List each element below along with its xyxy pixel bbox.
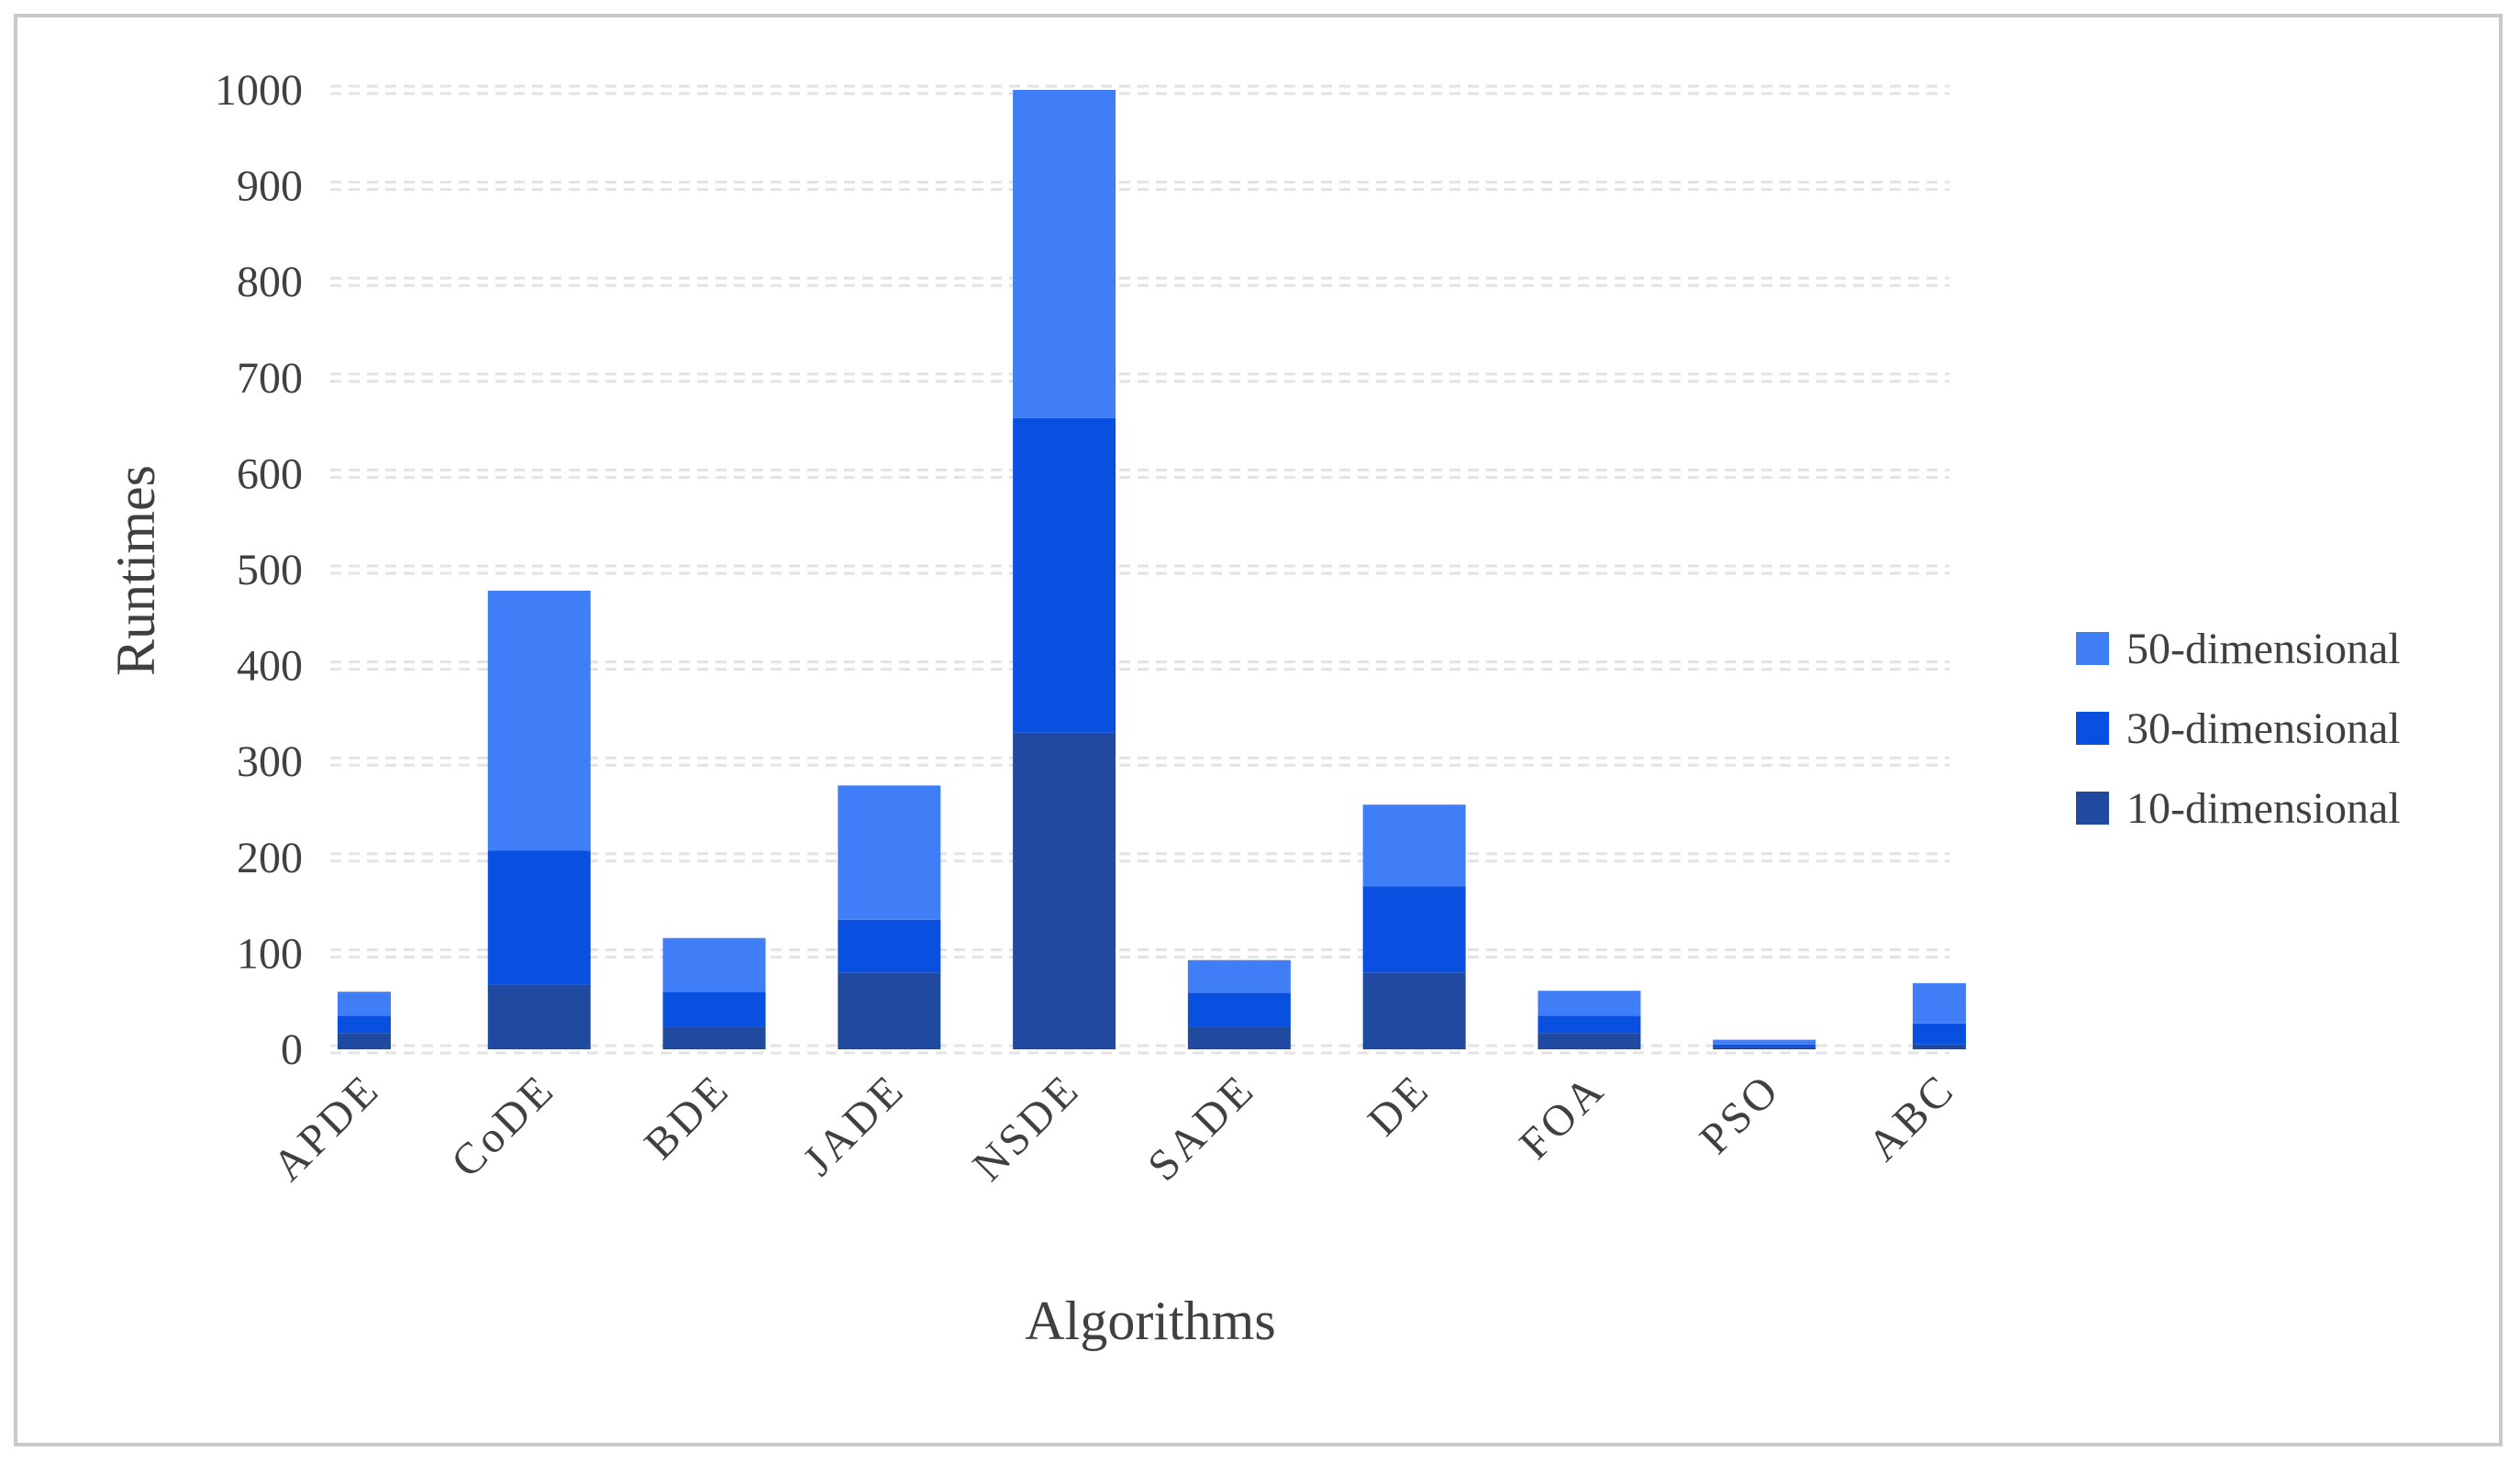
y-tick-label: 700 xyxy=(237,354,303,403)
bar-segment xyxy=(1913,1044,1966,1049)
bar-segment xyxy=(338,992,391,1016)
y-tick-label: 0 xyxy=(281,1025,303,1074)
bars xyxy=(338,90,1966,1049)
bar-segment xyxy=(1187,1026,1291,1049)
bar-segment xyxy=(487,591,591,851)
bar-segment xyxy=(1013,732,1116,1049)
bar-segment xyxy=(487,984,591,1049)
x-tick-label: FOA xyxy=(1510,1064,1615,1169)
bar-segment xyxy=(662,1026,766,1049)
legend-swatch xyxy=(2076,712,2109,745)
y-tick-label: 100 xyxy=(237,929,303,978)
bar-segment xyxy=(338,1015,391,1034)
bar-segment xyxy=(1713,1044,1816,1047)
legend-swatch xyxy=(2076,632,2109,665)
x-tick-label: JADE xyxy=(794,1064,915,1185)
bar-segment xyxy=(1187,959,1291,993)
legend-swatch xyxy=(2076,792,2109,825)
x-tick-label: BDE xyxy=(635,1064,739,1169)
bar-segment xyxy=(1713,1047,1816,1049)
bar-segment xyxy=(1538,1033,1641,1049)
y-tick-label: 900 xyxy=(237,162,303,211)
bar-segment xyxy=(838,972,941,1049)
bar-segment xyxy=(1913,1023,1966,1045)
bar-segment xyxy=(1362,972,1466,1049)
bar-segment xyxy=(1013,90,1116,418)
y-axis-title: Runtimes xyxy=(105,465,166,676)
y-tick-label: 1000 xyxy=(215,66,303,115)
bar-segment xyxy=(1013,417,1116,733)
bar-segment xyxy=(1538,1015,1641,1034)
y-tick-label: 200 xyxy=(237,834,303,882)
bar-segment xyxy=(1362,804,1466,887)
y-tick-label: 300 xyxy=(237,737,303,786)
x-axis-title: Algorithms xyxy=(1025,1291,1275,1351)
x-tick-label: ABC xyxy=(1859,1064,1965,1170)
x-tick-labels: APDE CoDE BDE JADE NSDE SADE DE FOA PSO ABC xyxy=(263,1064,1964,1190)
legend: 50-dimensional 30-dimensional 10-dimension… xyxy=(2076,625,2401,833)
bar-segment xyxy=(1538,991,1641,1016)
y-tick-labels: 0 100 200 300 400 500 600 700 800 900 1000 xyxy=(215,66,303,1074)
y-tick-label: 400 xyxy=(237,642,303,691)
bar-segment xyxy=(662,937,766,992)
x-tick-label: APDE xyxy=(263,1064,389,1190)
bar-segment xyxy=(338,1033,391,1049)
bar-segment xyxy=(1713,1039,1816,1045)
legend-label: 30-dimensional xyxy=(2126,704,2401,753)
y-tick-label: 800 xyxy=(237,258,303,306)
x-tick-label: PSO xyxy=(1691,1064,1790,1163)
bar-segment xyxy=(838,919,941,973)
x-tick-label: SADE xyxy=(1138,1064,1264,1190)
x-tick-label: NSDE xyxy=(963,1064,1089,1190)
y-tick-label: 500 xyxy=(237,546,303,594)
bar-segment xyxy=(662,992,766,1027)
legend-label: 50-dimensional xyxy=(2126,625,2401,673)
x-tick-label: DE xyxy=(1359,1064,1439,1145)
bar-segment xyxy=(1362,886,1466,973)
legend-label: 10-dimensional xyxy=(2126,784,2401,833)
bar-segment xyxy=(487,850,591,985)
grid-lines xyxy=(330,84,1949,1055)
bar-segment xyxy=(1187,992,1291,1027)
y-tick-label: 600 xyxy=(237,449,303,498)
bar-segment xyxy=(1913,982,1966,1024)
bar-segment xyxy=(838,785,941,920)
x-tick-label: CoDE xyxy=(442,1064,565,1187)
